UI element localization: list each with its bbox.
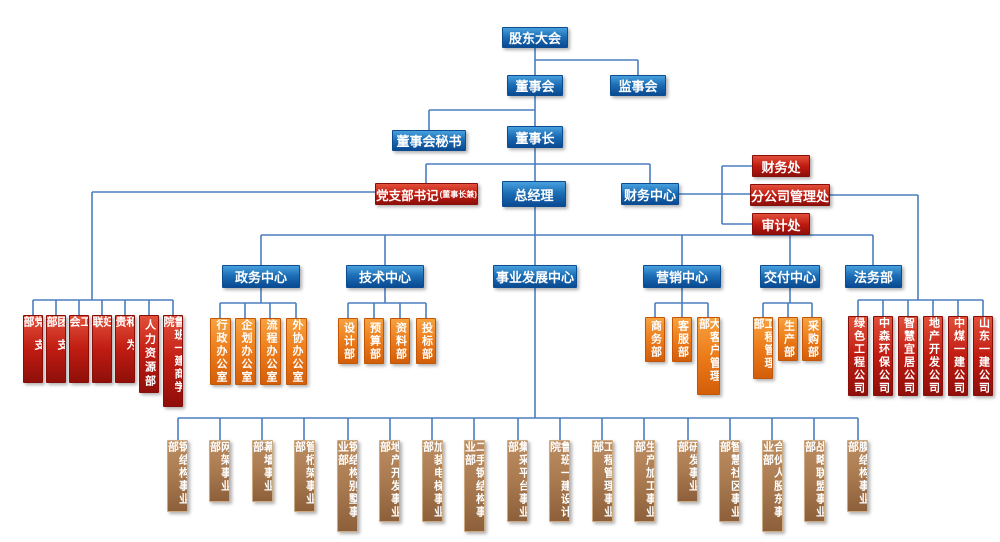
node-documentation-dept: 资料部 [390,318,410,364]
node-women-federation: 妇联 [92,315,112,383]
node-grid-structure-division: 网架事业部 [209,440,230,502]
party-secretary-label: 党支部书记 [376,188,439,203]
node-supervisory-board: 监事会 [610,75,666,96]
node-party-branch-secretary: 党支部书记 (董事长兼) [375,183,478,205]
node-technology-center: 技术中心 [346,265,424,288]
node-audit-office: 审计处 [752,213,810,235]
node-centralized-procurement-platform-division: 集采平台事业部 [507,440,528,522]
node-zhongmei-yijian-company: 中煤一建公司 [948,316,968,396]
node-planning-office: 企划办公室 [235,318,256,385]
node-heweigui: 和为贵 [115,315,135,383]
node-luban-yijian-design-institute: 鲁班一建设计院 [549,440,570,522]
node-admin-affairs-center: 政务中心 [222,265,300,288]
party-secretary-note: (董事长兼) [439,189,477,199]
node-production-dept: 生产部 [778,317,798,361]
node-project-management-division: 工程管理事业部 [592,440,613,522]
node-finance-center: 财务中心 [621,183,679,205]
node-key-account-management-dept: 大客户管理部 [697,317,720,395]
node-human-resources-dept: 人力资源部 [139,315,159,393]
node-delivery-center: 交付中心 [760,265,820,288]
node-labor-union: 工会 [69,315,89,383]
node-luban-yijian-business-school: 鲁班一建商学院 [163,315,183,407]
node-steel-structure-division: 钢结构事业部 [167,440,188,512]
node-budget-dept: 预算部 [364,318,384,364]
node-procurement-dept: 采购部 [802,317,822,361]
node-zhongsen-environmental-company: 中森环保公司 [873,316,893,396]
node-strategic-alliance-division: 战略联盟事业部 [804,440,825,522]
node-shandong-yijian-company: 山东一建公司 [973,316,993,396]
node-bidding-dept: 投标部 [416,318,436,364]
node-steel-villa-division: 钢结构别墅事业部 [337,440,358,532]
node-green-engineering-company: 绿色工程公司 [848,316,868,396]
node-finance-office: 财务处 [752,155,810,177]
node-curtain-wall-division: 幕墙事业部 [252,440,273,502]
node-secondhand-steel-structure-division: 二手钢结构事业部 [464,440,485,532]
node-shareholders-meeting: 股东大会 [502,27,568,48]
node-production-processing-division: 生产加工事业部 [634,440,655,522]
node-research-development-division: 研发事业部 [677,440,698,502]
node-branch-management-office: 分公司管理处 [750,184,830,206]
node-membrane-structure-division: 膜结构事业部 [847,440,868,512]
node-process-office: 流程办公室 [260,318,281,385]
node-elevator-installation-division: 加装电梯事业部 [422,440,443,522]
node-design-dept: 设计部 [338,318,358,364]
node-project-management-dept: 工程管理部 [753,317,773,379]
node-board-of-directors: 董事会 [507,75,563,96]
node-commerce-dept: 商务部 [645,317,665,362]
node-external-coordination-office: 外协办公室 [286,318,307,385]
node-administrative-office: 行政办公室 [210,318,231,385]
node-smart-community-division: 智慧社区事业部 [719,440,740,522]
node-chairman: 董事长 [507,126,563,148]
node-youth-league-branch: 团支部 [46,315,66,383]
node-smart-living-company: 智慧宜居公司 [898,316,918,396]
node-business-development-center: 事业发展中心 [493,265,577,288]
node-real-estate-development-company: 地产开发公司 [923,316,943,396]
node-board-secretary: 董事会秘书 [392,130,466,151]
node-pipe-truss-division: 管桁架事业部 [294,440,315,512]
node-partner-shareholder-division: 合伙人股东事业部 [762,440,783,532]
node-marketing-center: 营销中心 [643,265,721,288]
node-general-manager: 总经理 [502,181,566,207]
node-real-estate-development-division: 地产开发事业部 [379,440,400,522]
node-legal-department: 法务部 [845,265,902,288]
node-party-branch: 党支部 [23,315,43,383]
node-customer-service-dept: 客服部 [672,317,692,362]
